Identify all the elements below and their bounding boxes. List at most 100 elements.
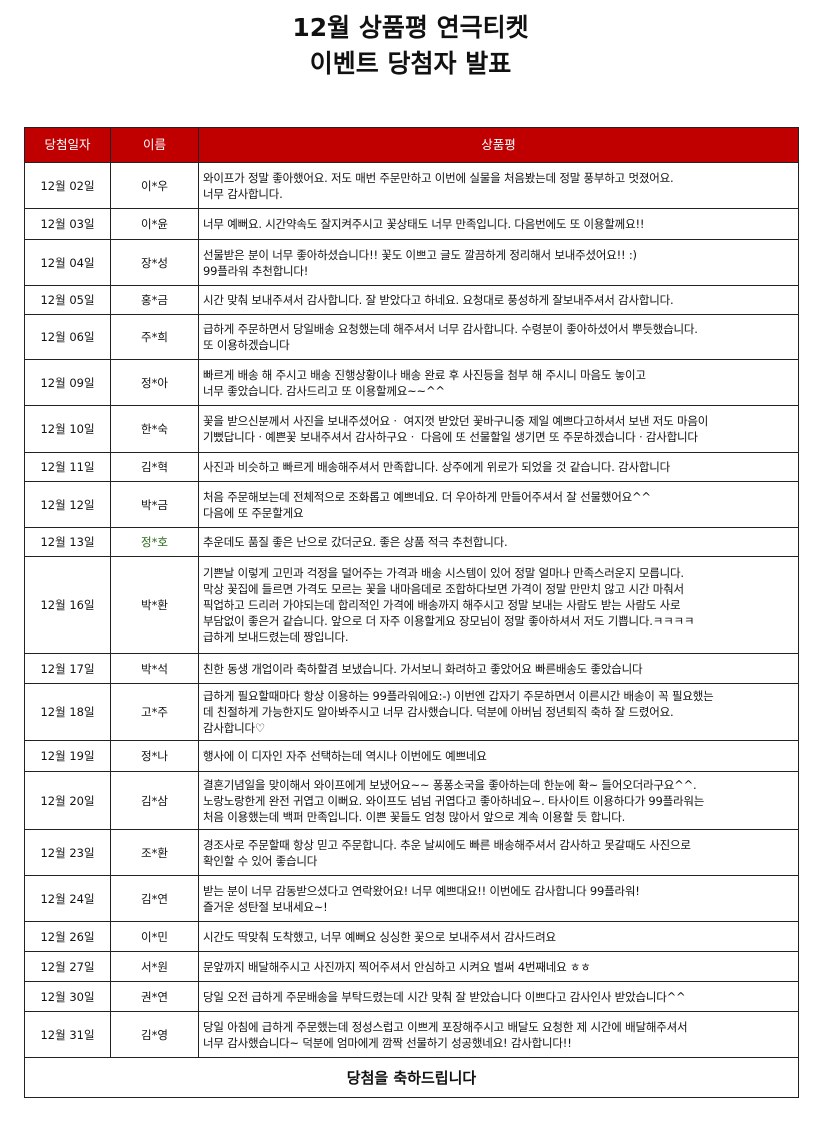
review-line: 너무 감사합니다. <box>203 186 283 201</box>
table-row: 12월 19일 정*나 행사에 이 디자인 자주 선택하는데 역시나 이번에도 예쁘… <box>24 740 799 772</box>
table-row: 12월 12일 박*금 처음 주문해보는데 전체적으로 조화롭고 예쁘네요. 더 우… <box>24 481 799 528</box>
table-row: 12월 03일 이*윤 너무 예뻐요. 시간약속도 잘지켜주시고 꽃상태도 너무 만… <box>24 208 799 240</box>
review-cell: 결혼기념일을 맞이해서 와이프에게 보냈어요~~ 퐁퐁소국을 좋아하는데 한눈에… <box>198 771 799 830</box>
review-cell: 빠르게 배송 해 주시고 배송 진행상황이나 배송 완료 후 사진등을 첨부 해… <box>198 359 799 406</box>
winner-date: 12월 31일 <box>24 1011 111 1058</box>
review-cell: 친한 동생 개업이라 축하할겸 보냈습니다. 가서보니 화려하고 좋았어요 빠른… <box>198 653 799 684</box>
winners-table: 당첨일자 이름 상품평 12월 02일 이*우 와이프가 정말 좋아했어요. 저도 … <box>24 127 799 1098</box>
winner-date: 12월 16일 <box>24 556 111 654</box>
winner-name: 주*희 <box>110 314 199 360</box>
winner-date: 12월 11일 <box>24 452 111 482</box>
review-cell: 꽃을 받으신분께서 사진을 보내주셨어요ㆍ 여지껏 받았던 꽃바구니중 제일 예… <box>198 405 799 453</box>
review-cell: 시간도 딱맞춰 도착했고, 너무 예뻐요 싱싱한 꽃으로 보내주셔서 감사드려요 <box>198 921 799 952</box>
review-line: 기뻤답니다ㆍ예쁜꽃 보내주셔서 감사하구요ㆍ 다음에 또 선물할일 생기면 또 … <box>203 430 698 444</box>
winner-date: 12월 03일 <box>24 208 111 240</box>
review-cell: 당일 오전 급하게 주문배송을 부탁드렸는데 시간 맞춰 잘 받았습니다 이쁘다… <box>198 981 799 1012</box>
review-cell: 급하게 필요할때마다 항상 이용하는 99플라워에요:-) 이번엔 갑자기 주문… <box>198 683 799 741</box>
review-cell: 받는 분이 너무 감동받으셨다고 연락왔어요! 너무 예쁘대요!! 이번에도 감… <box>198 875 799 922</box>
review-line: 선물받은 분이 너무 좋아하셨습니다!! 꽃도 이쁘고 글도 깔끔하게 정리해서… <box>203 247 637 262</box>
winner-name: 정*호 <box>110 527 199 557</box>
review-line: 급하게 필요할때마다 항상 이용하는 99플라워에요:-) 이번엔 갑자기 주문… <box>203 689 714 703</box>
winner-date: 12월 24일 <box>24 875 111 922</box>
winner-name: 한*숙 <box>110 405 199 453</box>
review-cell: 경조사로 주문할때 항상 믿고 주문합니다. 추운 날씨에도 빠른 배송해주셔서… <box>198 829 799 876</box>
review-line: 급하게 주문하면서 당일배송 요청했는데 해주셔서 너무 감사합니다. 수령분이… <box>203 322 698 336</box>
table-row: 12월 24일 김*연 받는 분이 너무 감동받으셨다고 연락왔어요! 너무 예쁘대… <box>24 875 799 922</box>
winner-date: 12월 04일 <box>24 239 111 286</box>
winner-name: 권*연 <box>110 981 199 1012</box>
review-line: 막상 꽃집에 들르면 가격도 모르는 꽃을 내마음데로 조합하다보면 가격이 정… <box>203 582 684 596</box>
winner-name: 박*석 <box>110 653 199 684</box>
winner-date: 12월 13일 <box>24 527 111 557</box>
winner-date: 12월 26일 <box>24 921 111 952</box>
table-row: 12월 26일 이*민 시간도 딱맞춰 도착했고, 너무 예뻐요 싱싱한 꽃으로 보… <box>24 921 799 952</box>
table-row: 12월 31일 김*영 당일 아침에 급하게 주문했는데 정성스럽고 이쁘게 포장해… <box>24 1011 799 1058</box>
review-line: 99플라워 추천합니다! <box>203 263 309 278</box>
winner-name: 김*연 <box>110 875 199 922</box>
table-row: 12월 16일 박*환 기쁜날 이렇게 고민과 걱정을 덜어주는 가격과 배송 시스… <box>24 556 799 654</box>
review-line: 당일 오전 급하게 주문배송을 부탁드렸는데 시간 맞춰 잘 받았습니다 이쁘다… <box>203 989 686 1004</box>
review-cell: 추운데도 품질 좋은 난으로 갔더군요. 좋은 상품 적극 추천합니다. <box>198 527 799 557</box>
winner-name: 김*영 <box>110 1011 199 1058</box>
winner-name: 이*윤 <box>110 208 199 240</box>
review-cell: 시간 맞춰 보내주셔서 감사합니다. 잘 받았다고 하네요. 요청대로 풍성하게… <box>198 285 799 315</box>
review-line: 너무 감사했습니다~ 덕분에 엄마에게 깜짝 선물하기 성공했네요! 감사합니다… <box>203 1035 572 1050</box>
table-row: 12월 05일 홍*금 시간 맞춰 보내주셔서 감사합니다. 잘 받았다고 하네요.… <box>24 285 799 315</box>
review-line: 감사합니다♡ <box>203 721 266 735</box>
review-line: 기쁜날 이렇게 고민과 걱정을 덜어주는 가격과 배송 시스템이 있어 정말 얼… <box>203 566 684 580</box>
review-line: 너무 좋았습니다. 감사드리고 또 이용할께요~~^^ <box>203 383 445 398</box>
winner-date: 12월 09일 <box>24 359 111 406</box>
review-line: 시간 맞춰 보내주셔서 감사합니다. 잘 받았다고 하네요. 요청대로 풍성하게… <box>203 293 674 307</box>
page-title: 12월 상품평 연극티켓 이벤트 당첨자 발표 <box>0 10 821 82</box>
table-row: 12월 11일 김*혁 사진과 비슷하고 빠르게 배송해주셔서 만족합니다. 상주에… <box>24 452 799 482</box>
review-cell: 당일 아침에 급하게 주문했는데 정성스럽고 이쁘게 포장해주시고 배달도 요청… <box>198 1011 799 1058</box>
review-line: 픽업하고 드리러 가야되는데 합리적인 가격에 배송까지 해주시고 정말 보내는… <box>203 598 681 612</box>
review-cell: 행사에 이 디자인 자주 선택하는데 역시나 이번에도 예쁘네요 <box>198 740 799 772</box>
winner-name: 이*민 <box>110 921 199 952</box>
review-line: 문앞까지 배달해주시고 사진까지 찍어주셔서 안심하고 시켜요 벌써 4번째네요… <box>203 959 591 974</box>
winner-name: 박*금 <box>110 481 199 528</box>
winner-date: 12월 06일 <box>24 314 111 360</box>
winner-date: 12월 23일 <box>24 829 111 876</box>
review-cell: 사진과 비슷하고 빠르게 배송해주셔서 만족합니다. 상주에게 위로가 되었을 … <box>198 452 799 482</box>
review-line: 즐거운 성탄절 보내세요~! <box>203 899 328 914</box>
winner-name: 김*혁 <box>110 452 199 482</box>
review-cell: 문앞까지 배달해주시고 사진까지 찍어주셔서 안심하고 시켜요 벌써 4번째네요… <box>198 951 799 982</box>
congratulations-message: 당첨을 축하드립니다 <box>24 1057 799 1098</box>
review-line: 확인할 수 있어 좋습니다 <box>203 853 318 868</box>
review-line: 꽃을 받으신분께서 사진을 보내주셨어요ㆍ 여지껏 받았던 꽃바구니중 제일 예… <box>203 414 709 428</box>
table-row: 12월 30일 권*연 당일 오전 급하게 주문배송을 부탁드렸는데 시간 맞춰 잘… <box>24 981 799 1012</box>
winner-date: 12월 19일 <box>24 740 111 772</box>
review-line: 빠르게 배송 해 주시고 배송 진행상황이나 배송 완료 후 사진등을 첨부 해… <box>203 367 646 382</box>
table-row: 12월 06일 주*희 급하게 주문하면서 당일배송 요청했는데 해주셔서 너무 감… <box>24 314 799 360</box>
review-line: 행사에 이 디자인 자주 선택하는데 역시나 이번에도 예쁘네요 <box>203 749 487 763</box>
winner-name: 정*아 <box>110 359 199 406</box>
review-line: 다음에 또 주문할게요 <box>203 505 304 520</box>
review-cell: 급하게 주문하면서 당일배송 요청했는데 해주셔서 너무 감사합니다. 수령분이… <box>198 314 799 360</box>
review-line: 추운데도 품질 좋은 난으로 갔더군요. 좋은 상품 적극 추천합니다. <box>203 535 508 549</box>
table-row: 12월 17일 박*석 친한 동생 개업이라 축하할겸 보냈습니다. 가서보니 화려… <box>24 653 799 684</box>
review-line: 경조사로 주문할때 항상 믿고 주문합니다. 추운 날씨에도 빠른 배송해주셔서… <box>203 837 691 852</box>
review-line: 너무 예뻐요. 시간약속도 잘지켜주시고 꽃상태도 너무 만족입니다. 다음번에… <box>203 217 645 231</box>
winner-name: 서*원 <box>110 951 199 982</box>
winner-name: 장*성 <box>110 239 199 286</box>
review-cell: 와이프가 정말 좋아했어요. 저도 매번 주문만하고 이번에 실물을 처음봤는데… <box>198 162 799 209</box>
table-row: 12월 10일 한*숙 꽃을 받으신분께서 사진을 보내주셨어요ㆍ 여지껏 받았던 … <box>24 405 799 453</box>
title-line-2: 이벤트 당첨자 발표 <box>309 49 512 78</box>
winner-date: 12월 27일 <box>24 951 111 982</box>
winner-date: 12월 05일 <box>24 285 111 315</box>
header-name: 이름 <box>110 127 199 163</box>
table-row: 12월 18일 고*주 급하게 필요할때마다 항상 이용하는 99플라워에요:-) … <box>24 683 799 741</box>
review-line: 결혼기념일을 맞이해서 와이프에게 보냈어요~~ 퐁퐁소국을 좋아하는데 한눈에… <box>203 777 697 792</box>
winner-name: 정*나 <box>110 740 199 772</box>
review-cell: 처음 주문해보는데 전체적으로 조화롭고 예쁘네요. 더 우아하게 만들어주셔서… <box>198 481 799 528</box>
footer-row: 당첨을 축하드립니다 <box>24 1057 799 1098</box>
review-line: 데 친절하게 가능한지도 알아봐주시고 너무 감사했습니다. 덕분에 아버님 정… <box>203 705 674 719</box>
review-line: 부담없이 좋은거 같습니다. 앞으로 더 자주 이용할게요 장모님이 정말 좋아… <box>203 614 695 628</box>
review-line: 급하게 보내드렸는데 짱입니다. <box>203 630 349 644</box>
review-cell: 너무 예뻐요. 시간약속도 잘지켜주시고 꽃상태도 너무 만족입니다. 다음번에… <box>198 208 799 240</box>
winner-date: 12월 17일 <box>24 653 111 684</box>
winner-name: 박*환 <box>110 556 199 654</box>
table-row: 12월 23일 조*환 경조사로 주문할때 항상 믿고 주문합니다. 추운 날씨에도… <box>24 829 799 876</box>
header-review: 상품평 <box>198 127 799 163</box>
